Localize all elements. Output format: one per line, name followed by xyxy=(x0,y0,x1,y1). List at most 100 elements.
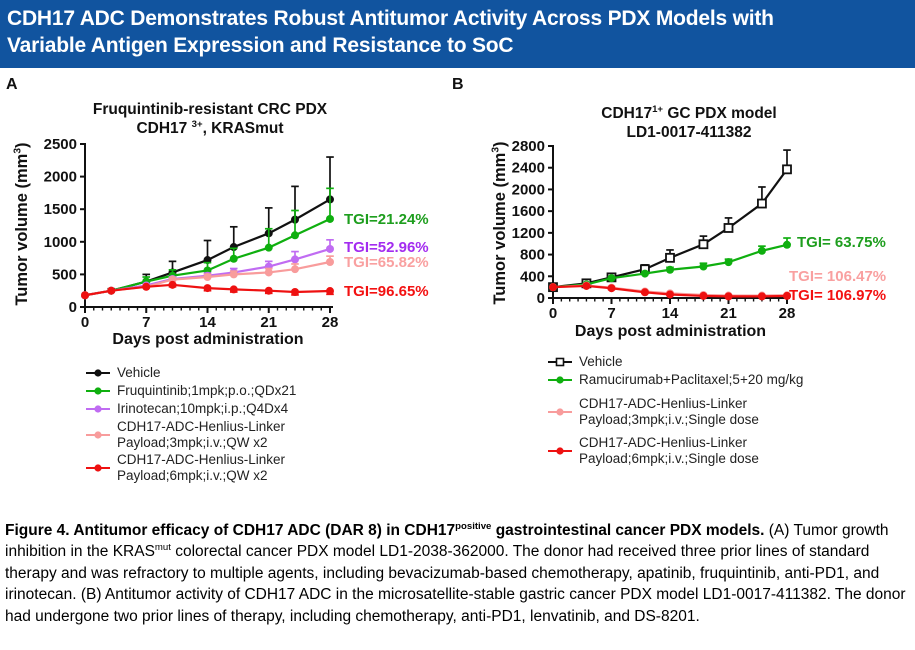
svg-text:0: 0 xyxy=(549,305,557,322)
text-run: , KRASmut xyxy=(202,120,284,137)
svg-text:2800: 2800 xyxy=(512,138,545,155)
legend-item: Irinotecan;10mpk;i.p.;Q4Dx4 xyxy=(86,400,296,418)
legend-item: CDH17-ADC-Henlius-Linker Payload;3mpk;i.v… xyxy=(548,395,803,428)
legend-label: CDH17-ADC-Henlius-Linker Payload;3mpk;i.v… xyxy=(579,396,759,427)
text-run: positive xyxy=(455,520,492,532)
svg-text:14: 14 xyxy=(199,314,216,331)
legend-label-line: Fruquintinib;1mpk;p.o.;QDx21 xyxy=(117,383,297,399)
svg-text:0: 0 xyxy=(81,314,89,331)
text-run: 1+ xyxy=(652,103,664,115)
text-run: Fruquintinib-resistant CRC PDX CDH17 xyxy=(92,101,328,137)
svg-text:28: 28 xyxy=(779,305,796,322)
legend-label: Vehicle xyxy=(579,354,623,370)
panel-a-x-axis-label: Days post administration xyxy=(112,331,304,348)
legend-item: Vehicle xyxy=(86,364,296,382)
panel-b-chart-title: CDH171+ GC PDX model LD1-0017-411382 xyxy=(534,104,844,142)
panel-b-plot: 0 400 800 1200 1600 2000 2400 2800 0 7 14 21 28 xyxy=(512,138,796,322)
panel-a-letter: A xyxy=(6,76,18,93)
legend-square-marker-icon xyxy=(548,357,572,367)
legend-label-line: Irinotecan;10mpk;i.p.;Q4Dx4 xyxy=(117,401,289,417)
legend-label: CDH17-ADC-Henlius-Linker Payload;6mpk;i.v… xyxy=(117,452,285,483)
svg-text:800: 800 xyxy=(520,247,545,264)
legend-label-line: CDH17-ADC-Henlius-Linker xyxy=(579,396,748,411)
legend-item: Vehicle xyxy=(548,353,803,371)
panel-b-legend: Vehicle Ramucirumab+Paclitaxel;5+20 mg/kg… xyxy=(548,353,803,467)
svg-text:2400: 2400 xyxy=(512,160,545,177)
tgi-label: TGI=52.96% xyxy=(344,239,429,256)
tgi-label: TGI=96.65% xyxy=(344,283,429,300)
svg-text:7: 7 xyxy=(607,305,615,322)
legend-item: Fruquintinib;1mpk;p.o.;QDx21 xyxy=(86,382,296,400)
svg-text:7: 7 xyxy=(142,314,150,331)
svg-text:500: 500 xyxy=(52,266,77,283)
legend-label-line: Vehicle xyxy=(579,354,623,370)
legend-item: CDH17-ADC-Henlius-Linker Payload;6mpk;i.v… xyxy=(86,451,296,484)
svg-text:2500: 2500 xyxy=(44,136,77,153)
text-run: 3 xyxy=(12,147,24,154)
legend-circle-marker-icon xyxy=(548,407,572,416)
legend-circle-marker-icon xyxy=(548,376,572,384)
legend-label-line: Payload;3mpk;i.v.;QW x2 xyxy=(117,434,268,450)
legend-label-line: CDH17-ADC-Henlius-Linker xyxy=(117,419,286,434)
panel-a-chart-title: Fruquintinib-resistant CRC PDX CDH17 3+,… xyxy=(55,100,365,138)
slide-title: CDH17 ADC Demonstrates Robust Antitumor … xyxy=(7,7,774,57)
svg-text:0: 0 xyxy=(69,299,77,316)
panel-b-letter: B xyxy=(452,76,464,93)
tgi-label: TGI= 106.97% xyxy=(789,287,887,304)
legend-circle-marker-icon xyxy=(548,446,572,455)
legend-label: Fruquintinib;1mpk;p.o.;QDx21 xyxy=(117,383,296,399)
legend-label-line: Payload;6mpk;i.v.;Single dose xyxy=(579,450,759,466)
legend-item: CDH17-ADC-Henlius-Linker Payload;6mpk;i.v… xyxy=(548,434,803,467)
text-run: 3+ xyxy=(191,118,203,130)
text-run: ) xyxy=(13,142,31,148)
text-run: Tumor volume (mm xyxy=(13,153,31,306)
tgi-label: TGI=21.24% xyxy=(344,211,429,228)
panel-a-legend: Vehicle Fruquintinib;1mpk;p.o.;QDx21 Irino… xyxy=(86,364,296,484)
legend-circle-marker-icon xyxy=(86,463,110,472)
svg-text:14: 14 xyxy=(662,305,679,322)
legend-label-line: CDH17-ADC-Henlius-Linker xyxy=(579,435,748,450)
legend-label: Irinotecan;10mpk;i.p.;Q4Dx4 xyxy=(117,401,288,417)
svg-text:2000: 2000 xyxy=(512,181,545,198)
legend-label: CDH17-ADC-Henlius-Linker Payload;3mpk;i.v… xyxy=(117,419,285,450)
legend-label-line: CDH17-ADC-Henlius-Linker xyxy=(117,452,286,467)
text-run: (A) Tumor growth inhibition in the KRAS xyxy=(5,522,889,561)
legend-circle-marker-icon xyxy=(86,369,110,377)
svg-text:1600: 1600 xyxy=(512,203,545,220)
svg-text:1000: 1000 xyxy=(44,234,77,251)
legend-label-line: Vehicle xyxy=(117,365,161,381)
panel-a-plot: 0 500 1000 1500 2000 2500 0 7 14 21 28 xyxy=(44,136,339,331)
tgi-label: TGI=65.82% xyxy=(344,254,429,271)
svg-text:21: 21 xyxy=(260,314,277,331)
legend-circle-marker-icon xyxy=(86,430,110,439)
tgi-label: TGI= 63.75% xyxy=(797,234,886,251)
text-run: colorectal cancer PDX model LD1-2038-362… xyxy=(5,543,906,625)
svg-text:28: 28 xyxy=(322,314,339,331)
legend-label: Ramucirumab+Paclitaxel;5+20 mg/kg xyxy=(579,372,803,388)
figure-caption: Figure 4. Antitumor efficacy of CDH17 AD… xyxy=(5,520,911,627)
panel-b-x-axis-label: Days post administration xyxy=(574,323,767,340)
svg-text:2000: 2000 xyxy=(44,169,77,186)
legend-item: Ramucirumab+Paclitaxel;5+20 mg/kg xyxy=(548,371,803,389)
svg-text:21: 21 xyxy=(720,305,737,322)
svg-text:1500: 1500 xyxy=(44,201,77,218)
slide-title-bar: CDH17 ADC Demonstrates Robust Antitumor … xyxy=(0,0,915,68)
legend-label: Vehicle xyxy=(117,365,161,381)
tgi-label: TGI= 106.47% xyxy=(789,268,887,285)
text-run: gastrointestinal cancer PDX models. xyxy=(491,522,765,539)
legend-label: CDH17-ADC-Henlius-Linker Payload;6mpk;i.v… xyxy=(579,435,759,466)
svg-text:1200: 1200 xyxy=(512,225,545,242)
svg-text:0: 0 xyxy=(537,290,545,307)
panel-a-y-axis-label: Tumor volume (mm3) xyxy=(12,114,32,334)
text-run: Figure 4. Antitumor efficacy of CDH17 AD… xyxy=(5,522,456,539)
legend-item: CDH17-ADC-Henlius-Linker Payload;3mpk;i.v… xyxy=(86,418,296,451)
legend-label-line: Payload;3mpk;i.v.;Single dose xyxy=(579,411,759,427)
legend-circle-marker-icon xyxy=(86,387,110,395)
legend-label-line: Ramucirumab+Paclitaxel;5+20 mg/kg xyxy=(579,372,804,388)
text-run: mut xyxy=(154,542,171,554)
legend-circle-marker-icon xyxy=(86,405,110,413)
svg-text:400: 400 xyxy=(520,268,545,285)
text-run: GC PDX model LD1-0017-411382 xyxy=(626,105,777,141)
text-run: CDH17 xyxy=(601,105,653,122)
